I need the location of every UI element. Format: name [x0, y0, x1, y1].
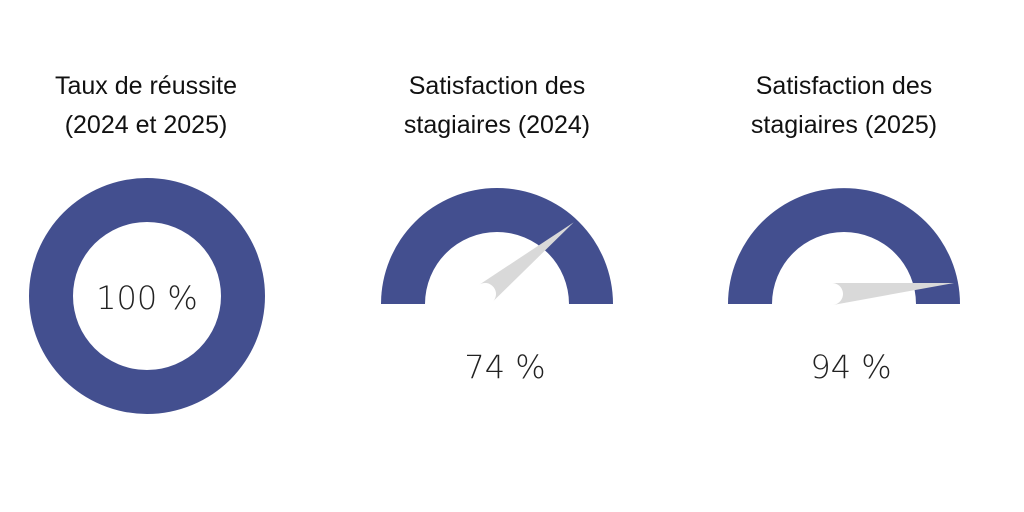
- gauge-arc: [728, 188, 960, 304]
- donut-chart-success-rate: 100 %: [29, 178, 265, 414]
- gauge-needle: [831, 282, 955, 305]
- gauge-chart-satisfaction-2024: 74 %: [381, 188, 613, 386]
- title-line: Satisfaction des: [755, 72, 933, 100]
- title-line: (2024 et 2025): [64, 111, 228, 139]
- donut-ring: [29, 178, 265, 414]
- chart-title-satisfaction-2024: Satisfaction des stagiaires (2024): [347, 67, 647, 145]
- gauge-needle: [478, 222, 574, 303]
- chart-title-satisfaction-2025: Satisfaction des stagiaires (2025): [694, 67, 994, 145]
- gauge-value-label: 74 %: [464, 348, 545, 386]
- title-line: stagiaires (2024): [403, 111, 591, 139]
- gauge-value-label: 94 %: [810, 348, 891, 386]
- gauge-chart-satisfaction-2025: 94 %: [728, 188, 960, 386]
- donut-value-label: 100 %: [96, 279, 198, 317]
- title-line: Taux de réussite: [54, 72, 238, 100]
- gauge-arc: [381, 188, 613, 304]
- title-line: stagiaires (2025): [750, 111, 938, 139]
- chart-title-success-rate: Taux de réussite (2024 et 2025): [0, 67, 296, 145]
- title-line: Satisfaction des: [408, 72, 586, 100]
